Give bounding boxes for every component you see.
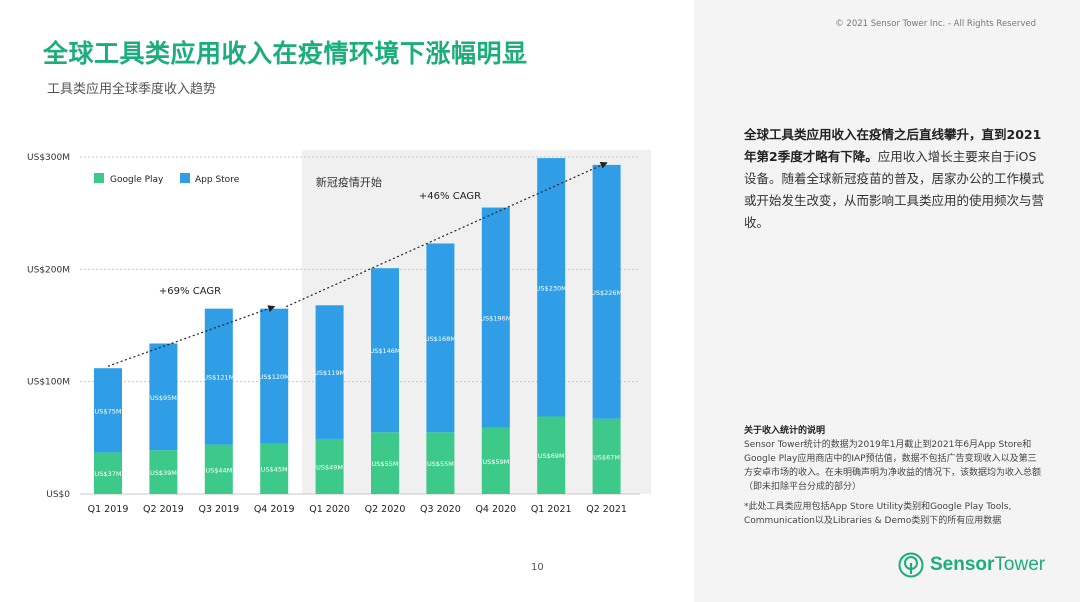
bar-google-play [426, 432, 455, 494]
data-label-google-play: US$37M [95, 470, 122, 478]
cagr-after-arrow [285, 162, 608, 308]
data-label-app-store: US$196M [480, 315, 511, 323]
data-label-google-play: US$59M [482, 458, 509, 466]
x-tick-label: Q4 2019 [254, 504, 295, 515]
note-paragraph-1: Sensor Tower统计的数据为2019年1月截止到2021年6月App S… [744, 440, 1042, 492]
y-tick-label: US$100M [27, 378, 70, 388]
bar-google-play [537, 416, 566, 494]
bar-google-play [204, 444, 233, 494]
data-label-google-play: US$69M [538, 452, 565, 460]
page-title: 全球工具类应用收入在疫情环境下涨幅明显 [43, 39, 528, 68]
bar-app-store [260, 308, 289, 444]
methodology-note: 关于收入统计的说明 Sensor Tower统计的数据为2019年1月截止到20… [744, 424, 1044, 528]
x-tick-label: Q1 2020 [309, 504, 350, 515]
chart-subtitle: 工具类应用全球季度收入趋势 [47, 82, 217, 97]
bar-app-store [481, 207, 510, 428]
data-label-google-play: US$44M [205, 466, 232, 474]
summary-text: 全球工具类应用收入在疫情之后直线攀升，直到2021年第2季度才略有下降。应用收入… [744, 124, 1044, 234]
y-tick-label: US$300M [27, 153, 70, 163]
logo-word-tower: Tower [994, 554, 1046, 575]
legend-label-google-play: Google Play [110, 175, 164, 185]
data-label-app-store: US$75M [95, 407, 122, 415]
y-tick-label: US$200M [27, 265, 70, 275]
cagr-before-label: +69% CAGR [159, 286, 221, 297]
bar-app-store [592, 164, 621, 419]
revenue-chart: US$0 US$100M US$200M US$300M US$37M US$75M Q1 … [27, 150, 651, 515]
logo-wordmark: SensorTower [930, 554, 1045, 576]
data-label-app-store: US$121M [203, 374, 234, 382]
bar-app-store [149, 343, 178, 451]
data-label-google-play: US$45M [261, 466, 288, 474]
x-tick-label: Q2 2021 [586, 504, 627, 515]
x-tick-label: Q3 2020 [420, 504, 461, 515]
bar-google-play [315, 438, 344, 494]
bar-app-store [537, 158, 566, 417]
cagr-after-label: +46% CAGR [419, 191, 481, 202]
legend-label-app-store: App Store [195, 175, 240, 185]
x-tick-label: Q1 2021 [531, 504, 572, 515]
data-label-app-store: US$146M [369, 347, 400, 355]
bar-app-store [315, 305, 344, 439]
legend-swatch-app-store [180, 173, 190, 183]
data-label-app-store: US$120M [259, 373, 290, 381]
side-panel [694, 0, 1080, 602]
x-tick-label: Q4 2020 [475, 504, 516, 515]
x-tick-label: Q3 2019 [198, 504, 239, 515]
bar-google-play [149, 450, 178, 494]
data-label-google-play: US$49M [316, 463, 343, 471]
bar-app-store [371, 268, 399, 433]
x-tick-label: Q2 2019 [143, 504, 184, 515]
copyright-notice: © 2021 Sensor Tower Inc. - All Rights Re… [835, 19, 1036, 29]
covid-label: 新冠疫情开始 [316, 175, 382, 189]
x-tick-label: Q2 2020 [365, 504, 406, 515]
sensor-tower-logo-icon [898, 552, 924, 578]
bar-app-store [426, 243, 455, 433]
x-tick-label: Q1 2019 [88, 504, 129, 515]
data-label-google-play: US$55M [372, 460, 399, 468]
summary-body: 应用收入增长主要来自于iOS设备。随着全球新冠疫苗的普及，居家办公的工作模式或开… [744, 149, 1045, 230]
y-tick-label: US$0 [46, 490, 70, 500]
data-label-app-store: US$226M [591, 289, 622, 297]
bar-google-play [260, 443, 289, 494]
cagr-before-arrow [107, 305, 276, 367]
data-label-app-store: US$168M [425, 335, 456, 343]
data-label-google-play: US$39M [150, 469, 177, 477]
data-label-app-store: US$119M [314, 369, 345, 377]
bar-google-play [481, 427, 510, 494]
logo-word-sensor: Sensor [930, 554, 995, 575]
data-label-google-play: US$55M [427, 460, 454, 468]
bar-google-play [592, 418, 621, 494]
note-heading: 关于收入统计的说明 [744, 426, 826, 436]
bar-google-play [94, 452, 122, 494]
bar-app-store [94, 368, 122, 453]
page-number: 10 [531, 562, 544, 573]
legend-swatch-google-play [94, 173, 104, 183]
bar-google-play [371, 432, 399, 494]
bar-app-store [204, 308, 233, 445]
data-label-app-store: US$95M [150, 394, 177, 402]
note-paragraph-2: *此处工具类应用包括App Store Utility类别和Google Pla… [744, 502, 1012, 526]
data-label-app-store: US$230M [536, 284, 567, 292]
sensor-tower-logo: SensorTower [898, 552, 1045, 578]
summary-bold: 全球工具类应用收入在疫情之后直线攀升，直到2021年第2季度才略有下降。 [744, 127, 1042, 164]
data-label-google-play: US$67M [593, 453, 620, 461]
